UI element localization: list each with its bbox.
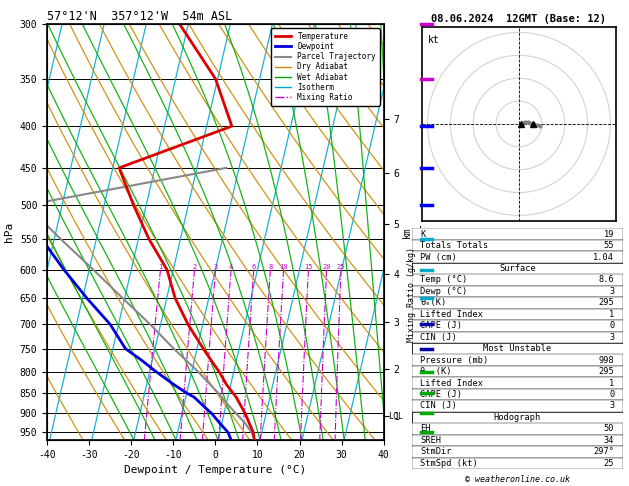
Text: Totals Totals: Totals Totals [420,241,489,250]
Text: 3: 3 [609,333,615,342]
Bar [412,412,623,423]
Text: 295: 295 [599,298,615,307]
Legend: Temperature, Dewpoint, Parcel Trajectory, Dry Adiabat, Wet Adiabat, Isotherm, Mi: Temperature, Dewpoint, Parcel Trajectory… [270,28,380,105]
Bar [412,240,623,251]
Text: Surface: Surface [499,264,536,273]
Text: Lifted Index: Lifted Index [420,310,484,319]
Text: PW (cm): PW (cm) [420,253,457,261]
Text: 25: 25 [337,264,345,270]
Text: 0: 0 [609,321,615,330]
Text: SREH: SREH [420,436,442,445]
Text: 1: 1 [609,310,615,319]
Bar [412,286,623,297]
Text: 998: 998 [599,356,615,364]
Text: 57°12'N  357°12'W  54m ASL: 57°12'N 357°12'W 54m ASL [47,10,233,23]
X-axis label: Dewpoint / Temperature (°C): Dewpoint / Temperature (°C) [125,465,306,475]
Text: Pressure (mb): Pressure (mb) [420,356,489,364]
Text: StmSpd (kt): StmSpd (kt) [420,459,478,468]
Text: 34: 34 [604,436,615,445]
Text: 295: 295 [599,367,615,376]
Text: Mixing Ratio (g/kg): Mixing Ratio (g/kg) [408,247,416,342]
Text: Hodograph: Hodograph [494,413,541,422]
Text: 2: 2 [192,264,197,270]
Bar [412,309,623,320]
Text: CAPE (J): CAPE (J) [420,390,462,399]
Text: θₑ (K): θₑ (K) [420,367,452,376]
Y-axis label: hPa: hPa [4,222,14,242]
Text: 1.04: 1.04 [593,253,615,261]
Text: 3: 3 [213,264,218,270]
Text: 4: 4 [229,264,233,270]
Text: LCL: LCL [388,412,403,421]
Text: 10: 10 [279,264,288,270]
Text: 1: 1 [159,264,162,270]
Bar [412,343,623,354]
Text: StmDir: StmDir [420,447,452,456]
Text: 8: 8 [268,264,272,270]
Text: Lifted Index: Lifted Index [420,379,484,387]
Text: © weatheronline.co.uk: © weatheronline.co.uk [465,474,570,484]
Bar [412,297,623,309]
Text: 3: 3 [609,401,615,411]
Bar [412,389,623,400]
Text: kt: kt [428,35,439,45]
Text: 297°: 297° [593,447,615,456]
Text: 8.6: 8.6 [599,276,615,284]
Bar [412,320,623,331]
Text: θₑ(K): θₑ(K) [420,298,447,307]
Bar [412,457,623,469]
Text: 25: 25 [604,459,615,468]
Text: CAPE (J): CAPE (J) [420,321,462,330]
Bar [412,274,623,286]
Text: 6: 6 [252,264,256,270]
Bar [412,228,623,240]
Bar [412,331,623,343]
Text: 55: 55 [604,241,615,250]
Bar [412,354,623,366]
Text: 3: 3 [609,287,615,296]
Text: Temp (°C): Temp (°C) [420,276,468,284]
Text: 20: 20 [322,264,331,270]
Y-axis label: km
ASL: km ASL [402,223,424,241]
Text: 08.06.2024  12GMT (Base: 12): 08.06.2024 12GMT (Base: 12) [431,14,606,24]
Text: EH: EH [420,424,431,434]
Bar [412,263,623,274]
Text: Dewp (°C): Dewp (°C) [420,287,468,296]
Text: 50: 50 [604,424,615,434]
Text: CIN (J): CIN (J) [420,401,457,411]
Bar [412,446,623,457]
Bar [412,251,623,263]
Bar [412,434,623,446]
Text: Most Unstable: Most Unstable [483,344,552,353]
Text: K: K [420,230,426,239]
Text: 0: 0 [609,390,615,399]
Text: 19: 19 [604,230,615,239]
Text: 1: 1 [609,379,615,387]
Text: CIN (J): CIN (J) [420,333,457,342]
Bar [412,377,623,389]
Bar [412,366,623,377]
Text: 15: 15 [304,264,313,270]
Bar [412,423,623,434]
Bar [412,400,623,412]
